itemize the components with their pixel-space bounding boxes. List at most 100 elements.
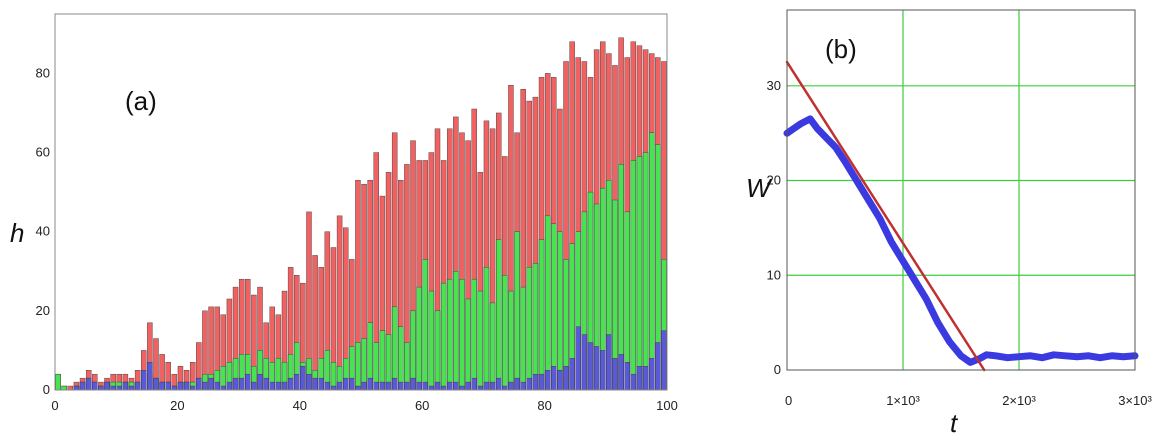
bar-series-3 xyxy=(122,381,129,391)
bar-series-3 xyxy=(220,385,227,391)
bar-series-2 xyxy=(416,286,422,391)
bar-series-3 xyxy=(269,381,275,391)
bar-series-3 xyxy=(526,377,533,391)
bar-series-3 xyxy=(404,381,410,391)
bar-series-3 xyxy=(134,381,141,391)
bar-series-3 xyxy=(514,377,520,391)
y-tick-label: 0 xyxy=(774,362,781,377)
bar-series-3 xyxy=(373,381,380,391)
panel-b-x-axis-label: t xyxy=(950,408,959,435)
bar-series-3 xyxy=(73,385,80,391)
x-tick-label: 20 xyxy=(170,398,184,413)
bar-series-2 xyxy=(489,302,496,391)
bar-series-3 xyxy=(508,381,514,391)
bar-series-3 xyxy=(287,377,294,391)
bar-series-3 xyxy=(189,385,196,391)
bar-series-2 xyxy=(477,290,484,391)
bar-series-3 xyxy=(257,373,263,391)
y-tick-label: 10 xyxy=(767,267,781,282)
bar-series-3 xyxy=(661,330,667,391)
panel-b-y-axis-label: W xyxy=(746,173,773,203)
panel-b-ticks: 0 1×10³ 2×10³ 3×10³ 0 10 20 30 xyxy=(767,78,1153,408)
bar-series-3 xyxy=(551,366,557,391)
bar-series-3 xyxy=(251,381,257,391)
bar-series-3 xyxy=(428,385,435,391)
bar-series-3 xyxy=(434,381,441,391)
bar-series-2 xyxy=(379,330,386,391)
bar-series-2 xyxy=(495,239,502,391)
bar-series-3 xyxy=(563,366,569,391)
bar-series-3 xyxy=(575,326,581,391)
bar-series-3 xyxy=(79,381,86,391)
bar-series-3 xyxy=(477,385,484,391)
panel-b: 0 1×10³ 2×10³ 3×10³ 0 10 20 30 (b) W t xyxy=(746,9,1153,435)
bar-series-3 xyxy=(459,385,465,391)
bar-series-3 xyxy=(312,377,318,391)
bar-series-3 xyxy=(544,370,551,391)
bar-series-3 xyxy=(226,381,233,391)
bar-series-3 xyxy=(391,377,398,391)
bar-series-3 xyxy=(147,362,153,391)
y-tick-label: 80 xyxy=(36,65,50,80)
bar-series-3 xyxy=(281,381,288,391)
bar-series-3 xyxy=(208,377,214,391)
bar-series-3 xyxy=(275,381,282,391)
x-tick-label: 3×10³ xyxy=(1118,393,1152,408)
bar-series-3 xyxy=(153,377,159,391)
bar-series-3 xyxy=(159,381,165,391)
bar-series-2 xyxy=(642,152,649,391)
bar-series-3 xyxy=(648,358,655,391)
bar-series-3 xyxy=(202,381,208,391)
bar-series-3 xyxy=(612,358,618,391)
bar-series-3 xyxy=(600,350,606,391)
bar-series-3 xyxy=(110,385,116,391)
bar-series-2 xyxy=(55,373,61,391)
panel-b-label: (b) xyxy=(825,34,857,64)
bar-series-1 xyxy=(312,255,318,391)
y-tick-label: 20 xyxy=(36,303,50,318)
bar-series-2 xyxy=(398,326,404,391)
x-tick-label: 40 xyxy=(293,398,307,413)
bar-series-3 xyxy=(606,334,612,391)
panel-b-series xyxy=(783,60,1139,372)
bar-series-2 xyxy=(636,156,643,391)
bar-series-3 xyxy=(367,377,373,391)
panel-a-y-axis-label: h xyxy=(10,218,24,248)
bar-series-3 xyxy=(483,381,490,391)
series-line-w xyxy=(783,115,1139,366)
y-tick-label: 30 xyxy=(767,78,781,93)
bar-series-3 xyxy=(165,381,171,391)
bar-series-3 xyxy=(177,381,184,391)
bar-series-3 xyxy=(183,381,190,391)
bar-series-3 xyxy=(294,373,300,391)
bar-series-2 xyxy=(465,298,471,391)
bar-series-3 xyxy=(495,377,502,391)
bar-series-2 xyxy=(385,334,392,391)
bar-series-3 xyxy=(618,354,624,391)
y-tick-label: 20 xyxy=(767,173,781,188)
bar-series-3 xyxy=(520,381,526,391)
panel-b-grid xyxy=(787,10,1135,370)
bar-series-3 xyxy=(557,370,563,391)
bar-series-3 xyxy=(655,342,661,391)
bar-series-2 xyxy=(391,306,398,391)
bar-series-3 xyxy=(336,381,343,391)
panel-b-frame xyxy=(786,9,1136,371)
bar-series-3 xyxy=(581,334,588,391)
bar-series-3 xyxy=(447,381,453,391)
bar-series-3 xyxy=(379,381,386,391)
bar-series-3 xyxy=(128,385,135,391)
bar-series-2 xyxy=(447,278,453,391)
bar-series-2 xyxy=(508,290,514,391)
bar-series-2 xyxy=(520,286,526,391)
bar-series-3 xyxy=(306,373,312,391)
bar-series-3 xyxy=(440,385,447,391)
bar-series-2 xyxy=(483,267,490,391)
y-tick-label: 40 xyxy=(36,224,50,239)
bar-series-3 xyxy=(342,377,349,391)
bar-series-3 xyxy=(587,342,594,391)
bar-series-3 xyxy=(410,377,416,391)
bar-series-3 xyxy=(232,377,239,391)
bar-series-3 xyxy=(104,381,110,391)
